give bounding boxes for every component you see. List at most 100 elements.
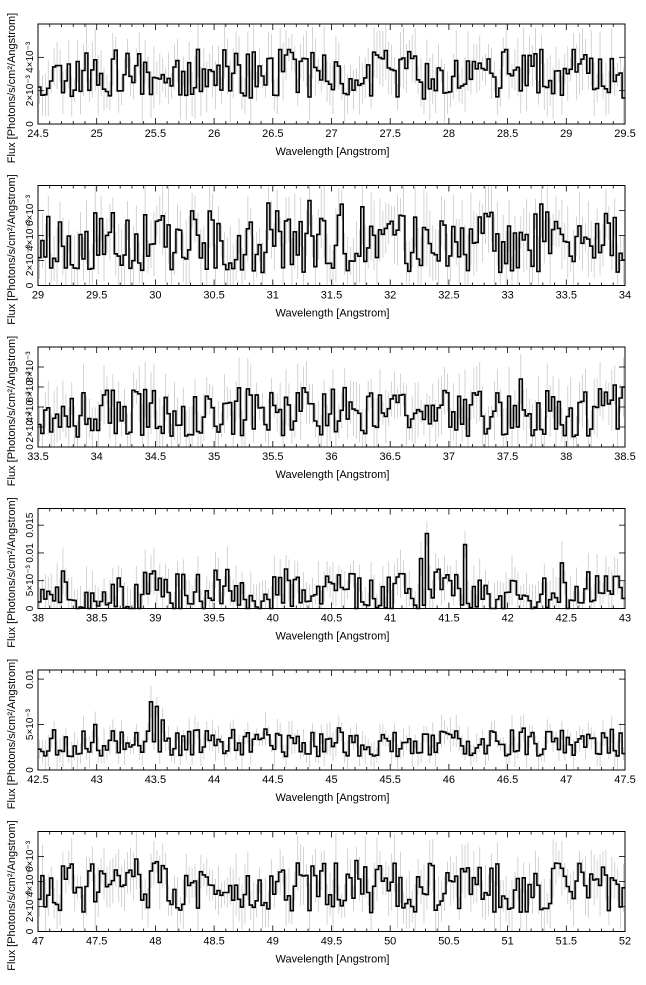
- x-tick-label: 26.5: [262, 128, 283, 140]
- x-tick-label: 33.5: [27, 451, 48, 463]
- x-tick-label: 35.5: [262, 451, 283, 463]
- x-tick-label: 40.5: [321, 613, 342, 625]
- x-tick-label: 42.5: [556, 613, 577, 625]
- x-tick-label: 30.5: [203, 290, 224, 302]
- y-tick-label: 6×10⁻³: [25, 371, 36, 403]
- x-tick-label: 35: [208, 451, 220, 463]
- x-tick-label: 34.5: [145, 451, 166, 463]
- spectrum-panel-5: 42.5 43 43.5 44 44.5 45 45.5 46 46.5 47 47.5 0 5×10⁻…: [6, 659, 636, 809]
- error-bars: [39, 831, 624, 932]
- x-tick-label: 45: [325, 774, 337, 786]
- x-tick-label: 29.5: [86, 290, 107, 302]
- y-tick-label: 2×10⁻³: [25, 890, 36, 922]
- x-tick-label: 33.5: [556, 290, 577, 302]
- y-tick-label: 4×10⁻³: [25, 219, 36, 251]
- y-tick-label: 0.01: [25, 669, 36, 689]
- y-tick-label: 0: [25, 928, 36, 934]
- x-tick-label: 29.5: [614, 128, 635, 140]
- x-tick-label: 44: [208, 774, 220, 786]
- y-axis-label: Flux [Photons/s/cm²/Angstrom]: [6, 497, 18, 647]
- x-tick-label: 47.5: [614, 774, 635, 786]
- spectrum-panel-2: 29 29.5 30 30.5 31 31.5 32 32.5 33 33.5 34 0 2×10⁻³4…: [6, 174, 631, 324]
- x-tick-label: 40: [267, 613, 279, 625]
- x-tick-label: 42: [501, 613, 513, 625]
- error-bars: [39, 685, 624, 770]
- y-tick-label: 5×10⁻³: [25, 708, 36, 740]
- x-tick-label: 38: [560, 451, 572, 463]
- x-tick-label: 37: [443, 451, 455, 463]
- x-tick-label: 49.5: [321, 936, 342, 948]
- y-tick-label: 6×10⁻³: [25, 194, 36, 226]
- y-tick-label: 6×10⁻³: [25, 840, 36, 872]
- y-tick-label: 2×10⁻³: [25, 74, 36, 106]
- x-tick-label: 48.5: [203, 936, 224, 948]
- x-tick-label: 27: [325, 128, 337, 140]
- x-tick-label: 50: [384, 936, 396, 948]
- x-tick-label: 36.5: [379, 451, 400, 463]
- y-tick-label: 4×10⁻³: [25, 41, 36, 73]
- x-tick-label: 34: [91, 451, 103, 463]
- x-tick-label: 47: [32, 936, 44, 948]
- x-tick-label: 27.5: [379, 128, 400, 140]
- x-tick-label: 41: [384, 613, 396, 625]
- spectrum-series: [38, 48, 625, 100]
- y-tick-label: 2×10⁻³: [25, 244, 36, 276]
- x-tick-label: 52: [619, 936, 631, 948]
- error-bars: [39, 185, 624, 286]
- x-tick-label: 38.5: [86, 613, 107, 625]
- x-axis-label: Wavelength [Angstrom]: [276, 146, 390, 158]
- x-tick-label: 47: [560, 774, 572, 786]
- error-bars: [39, 24, 624, 124]
- y-tick-label: 0: [25, 444, 36, 450]
- x-tick-label: 47.5: [86, 936, 107, 948]
- y-tick-label: 0.015: [25, 512, 36, 537]
- x-tick-label: 48: [149, 936, 161, 948]
- x-axis-label: Wavelength [Angstrom]: [276, 469, 390, 481]
- x-tick-label: 46: [443, 774, 455, 786]
- x-tick-label: 44.5: [262, 774, 283, 786]
- y-tick-label: 4×10⁻³: [25, 391, 36, 423]
- x-tick-label: 39: [149, 613, 161, 625]
- y-axis-label: Flux [Photons/s/cm²/Angstrom]: [6, 336, 18, 486]
- y-axis-label: Flux [Photons/s/cm²/Angstrom]: [6, 659, 18, 809]
- y-axis-label: Flux [Photons/s/cm²/Angstrom]: [6, 174, 18, 324]
- x-tick-label: 51.5: [556, 936, 577, 948]
- x-tick-label: 32: [384, 290, 396, 302]
- x-tick-label: 26: [208, 128, 220, 140]
- x-tick-label: 28.5: [497, 128, 518, 140]
- x-axis-label: Wavelength [Angstrom]: [276, 954, 390, 966]
- x-tick-label: 25: [91, 128, 103, 140]
- error-bars: [39, 521, 624, 609]
- spectrum-panel-3: 33.5 34 34.5 35 35.5 36 36.5 37 37.5 38 38.5 02×10⁻…: [6, 336, 636, 486]
- spectrum-panel-4: 38 38.5 39 39.5 40 40.5 41 41.5 42 42.5 4305×10⁻³0…: [6, 497, 631, 647]
- x-tick-label: 50.5: [438, 936, 459, 948]
- x-tick-label: 37.5: [497, 451, 518, 463]
- x-tick-label: 51: [501, 936, 513, 948]
- x-tick-label: 33: [501, 290, 513, 302]
- x-tick-label: 39.5: [203, 613, 224, 625]
- x-axis-label: Wavelength [Angstrom]: [276, 308, 390, 320]
- x-tick-label: 31.5: [321, 290, 342, 302]
- x-tick-label: 49: [267, 936, 279, 948]
- spectrum-series: [38, 532, 625, 610]
- x-tick-label: 45.5: [379, 774, 400, 786]
- spectrum-series: [38, 701, 625, 758]
- x-tick-label: 25.5: [145, 128, 166, 140]
- y-tick-label: 0.01: [25, 543, 36, 563]
- y-tick-label: 0: [25, 767, 36, 773]
- y-tick-label: 4×10⁻³: [25, 865, 36, 897]
- x-tick-label: 31: [267, 290, 279, 302]
- spectrum-series: [38, 858, 625, 914]
- y-tick-label: 0: [25, 282, 36, 288]
- x-tick-label: 43.5: [145, 774, 166, 786]
- x-tick-label: 41.5: [438, 613, 459, 625]
- x-tick-label: 30: [149, 290, 161, 302]
- spectrum-panel-6: 47 47.5 48 48.5 49 49.5 50 50.5 51 51.5 52 0 2×10⁻³4…: [6, 820, 631, 970]
- y-axis-label: Flux [Photons/s/cm²/Angstrom]: [6, 820, 18, 970]
- x-tick-label: 38: [32, 613, 44, 625]
- x-tick-label: 42.5: [27, 774, 48, 786]
- x-tick-label: 36: [325, 451, 337, 463]
- spectrum-panel-1: 24.5 25 25.5 26 26.5 27 27.5 28 28.5 29 29.5 0 2×10⁻…: [6, 13, 636, 163]
